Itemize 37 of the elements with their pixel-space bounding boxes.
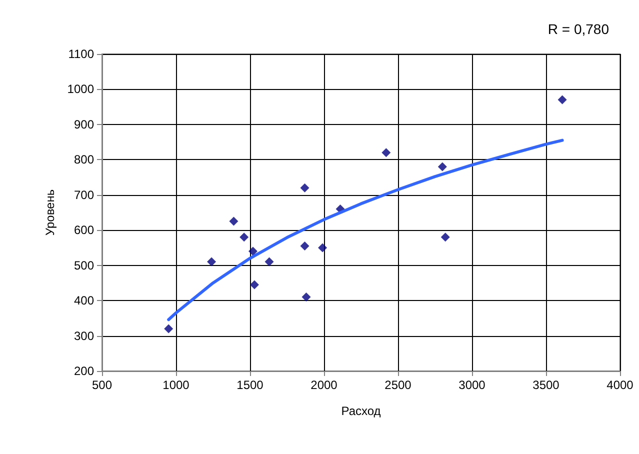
point xyxy=(240,232,249,242)
y-tick-label: 700 xyxy=(74,188,94,202)
point xyxy=(164,324,174,334)
point xyxy=(382,148,391,158)
y-tick-label: 500 xyxy=(74,258,94,272)
x-tick-label: 3000 xyxy=(458,378,486,392)
y-tick-label: 400 xyxy=(74,294,94,308)
point xyxy=(318,243,328,252)
y-tick-label: 800 xyxy=(74,152,94,167)
line-series xyxy=(167,138,564,322)
x-tick-label: 2000 xyxy=(310,378,338,392)
y-tick-label: 1000 xyxy=(67,82,94,96)
point xyxy=(207,257,216,266)
text: R = 0,780 xyxy=(548,21,610,37)
point xyxy=(302,292,311,302)
y-axis-title: Уровень xyxy=(43,189,57,236)
point xyxy=(438,162,447,172)
x-tick-label: 3500 xyxy=(532,378,560,392)
point xyxy=(248,246,258,256)
y-tick-label: 1100 xyxy=(68,47,94,61)
point xyxy=(250,280,259,290)
point xyxy=(300,241,310,250)
point xyxy=(558,95,567,104)
point xyxy=(229,216,238,226)
point xyxy=(300,183,310,192)
point xyxy=(440,232,450,242)
x-tick-label: 2500 xyxy=(384,378,412,392)
y-tick-label: 900 xyxy=(74,117,94,132)
x-axis-title: Расход xyxy=(341,404,381,418)
y-tick-label: 600 xyxy=(74,223,94,238)
y-tick-label: 200 xyxy=(74,364,94,378)
point xyxy=(264,257,274,266)
x-tick-label: 1000 xyxy=(162,378,190,392)
y-tick-label: 300 xyxy=(74,328,94,343)
x-tick-label: 500 xyxy=(92,378,112,392)
x-tick-label: 4000 xyxy=(606,378,634,392)
x-tick-label: 1500 xyxy=(236,378,264,392)
